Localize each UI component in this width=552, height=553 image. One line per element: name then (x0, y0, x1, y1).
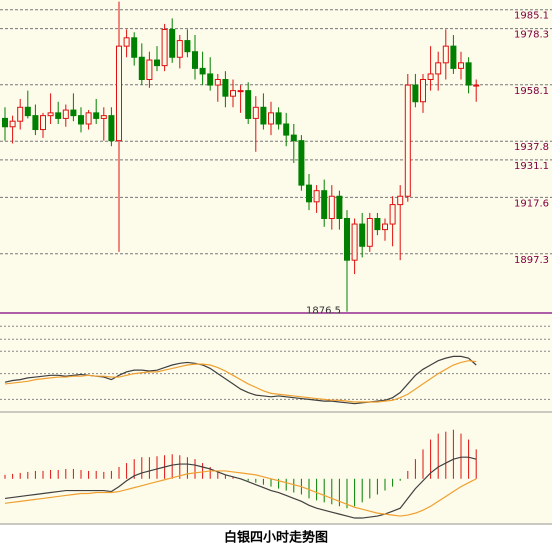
price-label: 1897.3 (514, 255, 549, 266)
candle-body (336, 195, 343, 219)
candle-body (2, 117, 8, 128)
candle-body (290, 134, 297, 142)
candle-body (450, 45, 457, 69)
low-label: 1876.5 (306, 306, 341, 317)
candle-body (40, 115, 46, 131)
candle-body (435, 62, 442, 75)
candle-body (47, 112, 54, 117)
candle-body (473, 84, 480, 87)
indicator-line (4, 355, 477, 405)
candle-body (169, 28, 176, 58)
candle-body (420, 79, 426, 103)
price-label: 1931.1 (514, 161, 549, 172)
candle-body (306, 184, 312, 203)
candle-body (85, 112, 92, 125)
candle-body (366, 217, 373, 247)
candle-body (199, 67, 206, 75)
candle-body (131, 37, 138, 58)
candle-body (93, 112, 100, 119)
candle-body (62, 109, 69, 119)
candle-body (138, 56, 145, 81)
candle-body (108, 115, 115, 142)
candle-body (321, 190, 328, 219)
candle-body (275, 112, 282, 125)
chart-caption: 白银四小时走势图 (224, 530, 328, 546)
candle-body (146, 59, 153, 81)
price-label: 1978.3 (514, 30, 549, 41)
candle-body (192, 51, 198, 69)
candle-body (260, 106, 267, 125)
macd-line (4, 470, 477, 517)
candle-body (283, 123, 290, 136)
candle-body (222, 79, 229, 97)
candle-body (298, 140, 305, 186)
candle-body (123, 37, 130, 47)
candle-body (17, 106, 24, 122)
price-label: 1958.1 (514, 86, 549, 97)
candle-body (24, 106, 31, 117)
candle-body (116, 45, 122, 142)
candle-body (78, 115, 84, 125)
candle-body (161, 28, 168, 67)
candle-body (351, 223, 358, 261)
price-label: 1937.8 (514, 142, 549, 153)
candle-body (465, 62, 472, 86)
candle-body (389, 204, 396, 225)
candle-body (313, 190, 320, 203)
candle-body (404, 84, 411, 197)
candle-body (374, 217, 381, 231)
candle-body (382, 223, 388, 231)
candle-body (55, 112, 62, 119)
candle-body (184, 40, 191, 53)
candle-body (214, 79, 221, 86)
macd-line (4, 456, 477, 519)
candle-body (9, 120, 16, 128)
candle-body (412, 84, 419, 103)
candle-body (70, 109, 77, 117)
candle-body (176, 40, 183, 58)
candle-body (427, 73, 434, 81)
candle-body (359, 223, 366, 247)
candle-body (328, 195, 335, 219)
candle-body (237, 90, 244, 93)
candle-body (100, 115, 107, 119)
candle-body (268, 112, 274, 125)
candle-body (32, 115, 39, 131)
candle-body (154, 59, 160, 67)
candle-body (397, 195, 404, 206)
candle-body (245, 90, 252, 119)
candle-body (458, 62, 464, 69)
indicator-line (4, 360, 477, 403)
price-label: 1985.1 (514, 11, 549, 22)
candle-body (207, 73, 214, 86)
candle-body (344, 217, 350, 261)
chart-background (0, 0, 552, 525)
price-label: 1917.6 (514, 198, 549, 209)
candle-body (442, 45, 449, 64)
candle-body (252, 106, 259, 119)
candle-body (230, 90, 236, 97)
